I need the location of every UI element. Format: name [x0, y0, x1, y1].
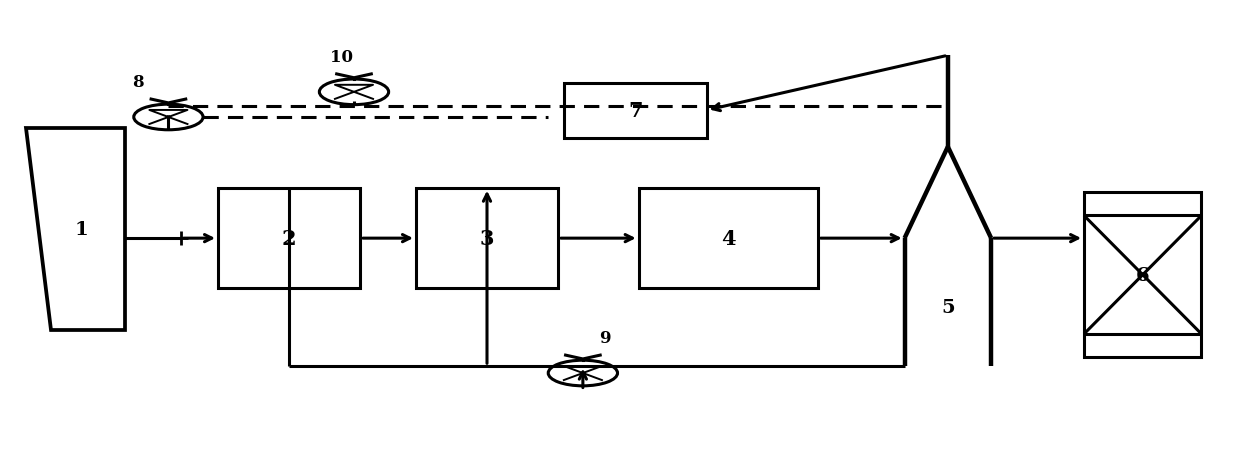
Bar: [1084, 193, 1202, 357]
Bar: [415, 189, 558, 289]
Polygon shape: [26, 129, 125, 330]
Text: 10: 10: [330, 49, 353, 66]
Text: 4: 4: [720, 229, 735, 249]
Text: 6: 6: [1136, 266, 1149, 284]
Text: 3: 3: [480, 229, 495, 249]
Text: 1: 1: [74, 220, 89, 239]
Text: 2: 2: [281, 229, 296, 249]
Text: 7: 7: [629, 101, 642, 121]
Bar: [639, 189, 818, 289]
Bar: [218, 189, 360, 289]
Text: 5: 5: [941, 298, 955, 316]
Text: 9: 9: [599, 329, 611, 346]
Text: 8: 8: [131, 74, 144, 91]
Bar: [564, 84, 707, 138]
